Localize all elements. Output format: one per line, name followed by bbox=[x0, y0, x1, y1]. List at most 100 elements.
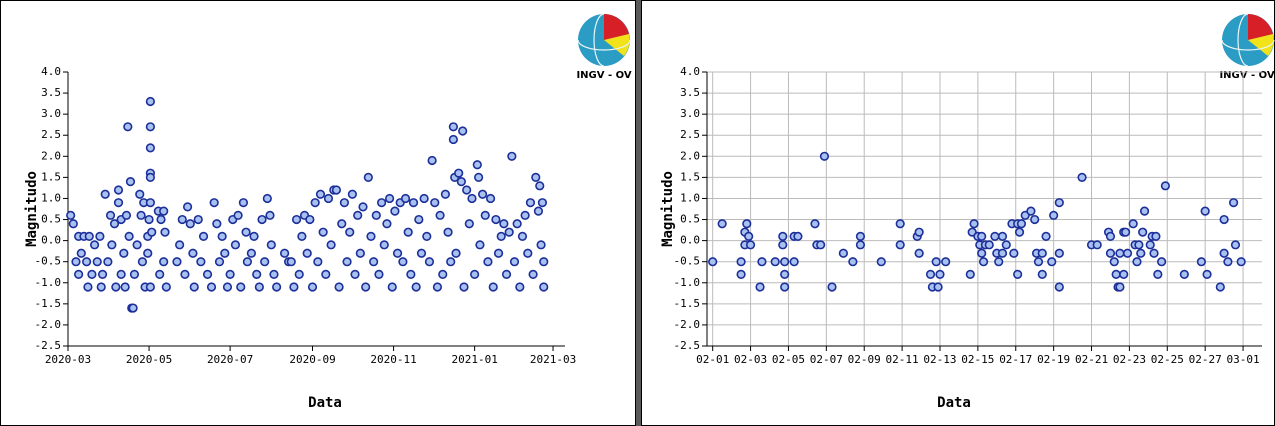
x-tick-label: 02-19 bbox=[1037, 353, 1070, 366]
data-point bbox=[334, 282, 344, 292]
data-point bbox=[994, 257, 1004, 267]
data-point bbox=[1092, 240, 1102, 250]
data-point bbox=[326, 240, 336, 250]
data-point bbox=[472, 160, 482, 170]
data-point bbox=[390, 206, 400, 216]
data-point bbox=[222, 282, 233, 292]
data-point bbox=[507, 151, 517, 161]
data-point bbox=[742, 219, 752, 229]
data-point bbox=[717, 219, 727, 229]
data-point bbox=[1149, 248, 1159, 258]
x-axis-title: Data bbox=[937, 395, 971, 411]
data-point bbox=[1054, 198, 1064, 208]
data-point bbox=[488, 282, 498, 292]
data-point bbox=[925, 269, 936, 279]
data-point bbox=[107, 240, 117, 250]
data-point bbox=[1054, 282, 1064, 292]
data-point bbox=[238, 198, 249, 208]
x-tick-label: 2020-11 bbox=[370, 353, 416, 366]
data-point bbox=[305, 214, 315, 225]
data-point bbox=[159, 257, 169, 267]
data-point bbox=[345, 227, 355, 237]
data-point bbox=[1157, 257, 1167, 267]
panel-border bbox=[641, 0, 1275, 426]
data-point bbox=[1136, 248, 1146, 258]
y-tick-label: -2.0 bbox=[674, 318, 701, 331]
data-point bbox=[1041, 231, 1051, 241]
data-point bbox=[84, 231, 94, 241]
data-point bbox=[517, 231, 528, 241]
data-point bbox=[116, 269, 126, 279]
data-point bbox=[895, 240, 905, 250]
data-point bbox=[1219, 214, 1229, 225]
data-point bbox=[462, 185, 472, 195]
data-point bbox=[1115, 282, 1125, 292]
data-point bbox=[1105, 248, 1116, 258]
data-point bbox=[780, 282, 790, 292]
data-point bbox=[286, 257, 296, 267]
data-point bbox=[931, 257, 941, 267]
data-point bbox=[1219, 248, 1229, 258]
data-point bbox=[848, 257, 858, 267]
data-point bbox=[266, 240, 276, 250]
data-point bbox=[177, 214, 187, 225]
y-tick-label: 1.5 bbox=[680, 170, 700, 183]
data-point bbox=[242, 257, 252, 267]
data-point bbox=[491, 214, 501, 225]
data-point bbox=[128, 303, 138, 313]
y-tick-label: 3.0 bbox=[41, 107, 61, 120]
data-point bbox=[1077, 172, 1087, 182]
data-point bbox=[66, 210, 76, 220]
data-point bbox=[745, 240, 756, 250]
data-point bbox=[810, 219, 820, 229]
y-tick-label: -1.5 bbox=[674, 297, 701, 310]
data-point bbox=[1138, 227, 1148, 237]
data-point bbox=[1119, 269, 1129, 279]
data-point bbox=[485, 193, 496, 204]
logo-lines bbox=[577, 13, 631, 67]
data-point bbox=[459, 282, 469, 292]
data-point bbox=[419, 193, 429, 204]
y-tick-label: -2.5 bbox=[674, 339, 701, 352]
x-tick-label: 02-09 bbox=[848, 353, 881, 366]
data-point bbox=[1179, 269, 1189, 279]
data-point bbox=[400, 193, 411, 204]
data-point bbox=[539, 282, 549, 292]
data-point bbox=[819, 151, 830, 161]
data-point bbox=[387, 282, 397, 292]
data-point bbox=[180, 269, 190, 279]
data-point bbox=[392, 248, 403, 258]
data-point bbox=[914, 248, 924, 258]
data-point bbox=[92, 257, 102, 267]
data-point bbox=[220, 248, 230, 258]
data-point bbox=[109, 219, 120, 229]
data-point bbox=[202, 269, 213, 279]
data-point bbox=[145, 282, 155, 292]
data-point bbox=[1236, 257, 1246, 267]
x-tick-label: 2020-05 bbox=[126, 353, 172, 366]
data-point bbox=[377, 198, 387, 208]
data-point bbox=[185, 219, 195, 229]
data-point bbox=[89, 240, 100, 250]
data-point bbox=[196, 257, 206, 267]
data-point bbox=[398, 257, 408, 267]
data-point bbox=[145, 96, 155, 107]
x-tick-label: 02-25 bbox=[1151, 353, 1184, 366]
data-point bbox=[535, 181, 545, 191]
data-point bbox=[520, 210, 530, 220]
logo-wedge bbox=[604, 14, 629, 40]
data-point bbox=[778, 240, 788, 250]
data-point bbox=[1215, 282, 1225, 292]
data-point bbox=[120, 282, 130, 292]
y-tick-label: 2.5 bbox=[680, 128, 700, 141]
y-tick-label: 0.0 bbox=[680, 234, 700, 247]
data-point bbox=[475, 240, 485, 250]
data-point bbox=[361, 282, 371, 292]
y-tick-label: 1.5 bbox=[41, 170, 61, 183]
data-point bbox=[1223, 257, 1233, 267]
data-point bbox=[474, 172, 484, 182]
data-point bbox=[260, 257, 270, 267]
data-point bbox=[371, 210, 381, 220]
data-point bbox=[132, 240, 142, 250]
